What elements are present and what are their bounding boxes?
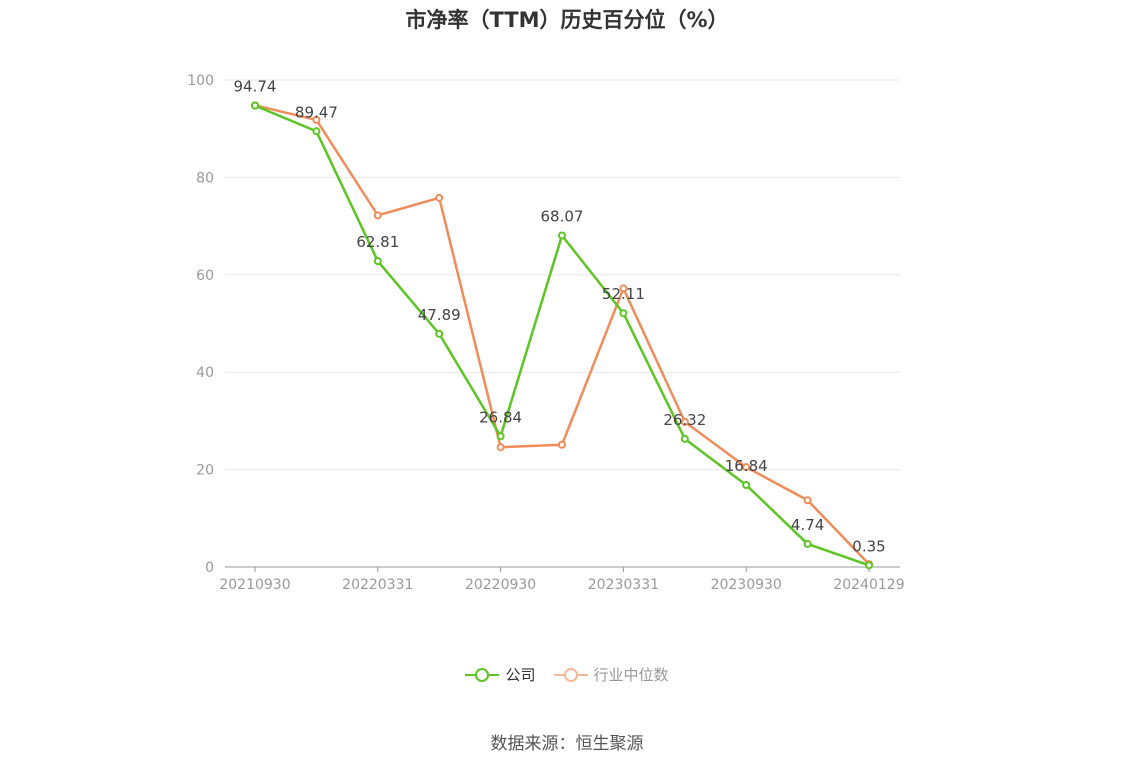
data-label: 47.89 <box>418 306 461 324</box>
data-label: 4.74 <box>791 516 824 534</box>
data-label: 94.74 <box>234 78 277 96</box>
data-point-company <box>558 231 566 240</box>
data-point-company <box>680 434 689 443</box>
x-tick-label: 20240129 <box>833 577 904 593</box>
data-label: 0.35 <box>852 537 885 555</box>
data-label: 62.81 <box>356 233 399 251</box>
data-point-company <box>742 480 751 489</box>
series-line-industry <box>254 104 870 565</box>
y-tick-label: 80 <box>196 170 214 186</box>
data-point-industry <box>742 463 751 472</box>
chart-legend: 公司 行业中位数 <box>0 664 1134 685</box>
legend-company-label: 公司 <box>505 666 536 684</box>
data-label: 68.07 <box>541 207 584 225</box>
y-tick-label: 100 <box>187 73 214 89</box>
legend-industry-label: 行业中位数 <box>593 666 669 684</box>
data-point-company <box>496 432 505 441</box>
data-label: 16.84 <box>725 457 768 475</box>
data-point-company <box>373 257 382 266</box>
chart-title: 市净率（TTM）历史百分位（%） <box>405 8 729 32</box>
y-tick-label: 20 <box>196 463 214 479</box>
data-point-industry <box>680 417 689 426</box>
data-point-industry <box>619 284 628 293</box>
legend-item-industry[interactable]: 行业中位数 <box>553 664 669 685</box>
y-tick-label: 0 <box>205 560 214 576</box>
data-label: 26.84 <box>479 408 522 426</box>
data-point-company <box>619 309 628 318</box>
data-point-industry <box>803 496 812 505</box>
y-tick-label: 40 <box>196 365 214 381</box>
data-point-company <box>435 329 444 338</box>
data-point-company <box>312 127 321 136</box>
data-point-industry <box>496 443 505 452</box>
data-point-industry <box>435 193 444 202</box>
data-point-company <box>251 101 259 110</box>
x-tick-label: 20230930 <box>711 577 782 593</box>
legend-item-company[interactable]: 公司 <box>465 664 536 685</box>
data-label: 26.32 <box>663 411 706 429</box>
legend-company-marker <box>465 667 500 683</box>
legend-industry-marker <box>553 667 588 683</box>
data-label: 52.11 <box>602 285 645 303</box>
series-line-company <box>254 104 870 567</box>
x-tick-label: 20220331 <box>342 577 413 593</box>
data-point-company <box>865 561 873 570</box>
x-tick-label: 20230331 <box>588 577 659 593</box>
y-tick-label: 60 <box>196 268 214 284</box>
data-label: 89.47 <box>295 103 338 121</box>
x-tick-label: 20220930 <box>465 577 536 593</box>
data-point-industry <box>312 115 321 124</box>
x-tick-label: 20210930 <box>219 577 290 593</box>
data-point-industry <box>558 440 566 449</box>
data-point-company <box>803 539 812 548</box>
data-point-industry <box>373 211 382 220</box>
data-source: 数据来源：恒生聚源 <box>490 734 644 754</box>
